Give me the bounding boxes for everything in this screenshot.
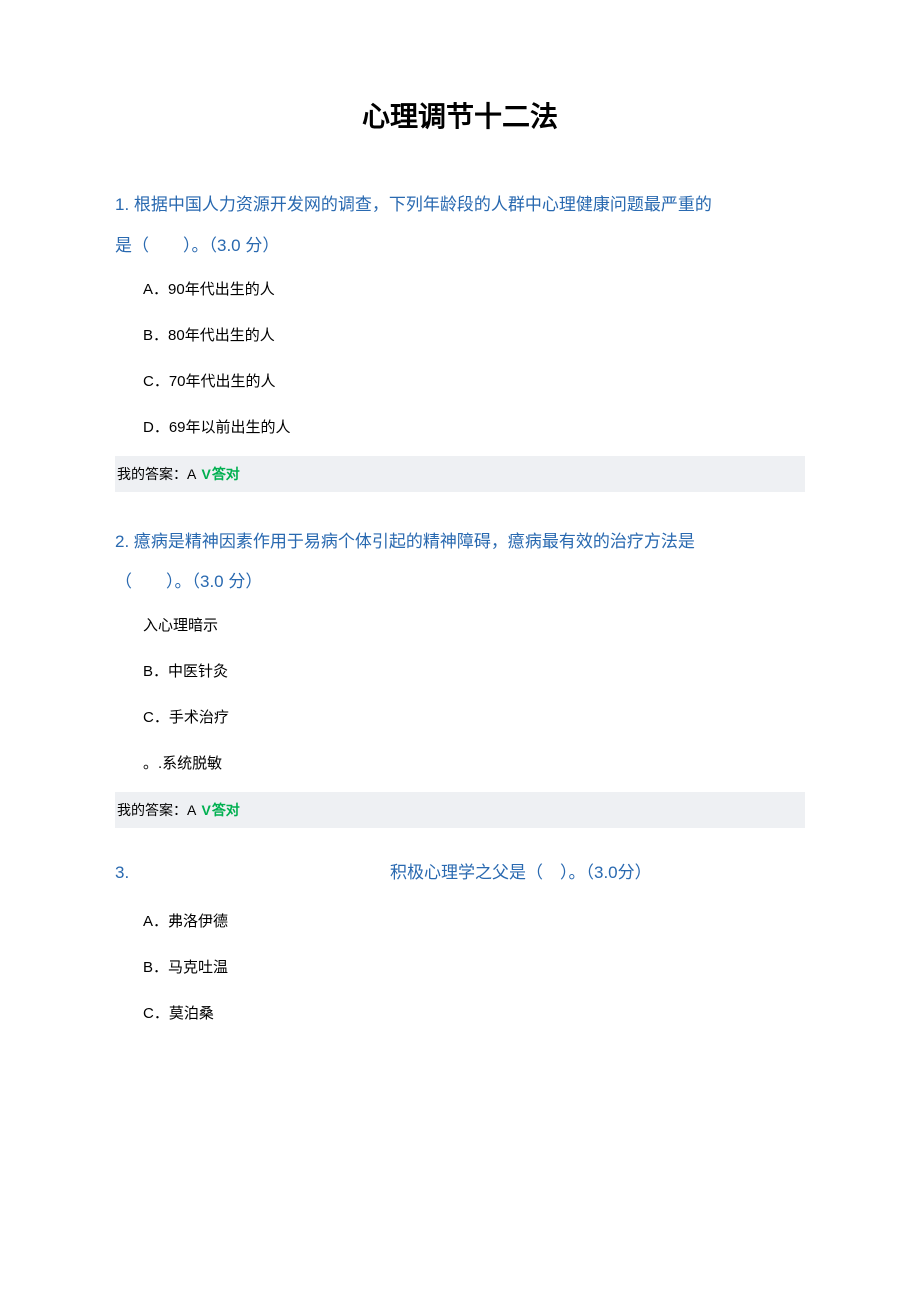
option-label: B． bbox=[143, 327, 168, 344]
question-1-option-b: B．80年代出生的人 bbox=[143, 325, 805, 346]
question-1-option-d: D．69年以前出生的人 bbox=[143, 417, 805, 438]
question-3-option-c: C．莫泊桑 bbox=[143, 1003, 805, 1024]
option-text: 莫泊桑 bbox=[169, 1005, 214, 1022]
option-label: 。. bbox=[143, 755, 162, 772]
answer-status: 答对 bbox=[212, 802, 240, 818]
check-icon: V bbox=[201, 802, 210, 818]
question-3-option-b: B．马克吐温 bbox=[143, 957, 805, 978]
option-label: A． bbox=[143, 281, 168, 298]
question-2-stem: 2. 癔病是精神因素作用于易病个体引起的精神障碍，癔病最有效的治疗方法是 （ ）… bbox=[115, 522, 805, 604]
question-3: 3. 积极心理学之父是（ ）。（3.0分） A．弗洛伊德 B．马克吐温 C．莫泊… bbox=[115, 858, 805, 1024]
option-label: B． bbox=[143, 663, 168, 680]
option-text: 中医针灸 bbox=[168, 663, 228, 680]
question-1-option-a: A．90年代出生的人 bbox=[143, 279, 805, 300]
question-1-stem-line2: 是（ ）。（3.0 分） bbox=[115, 236, 279, 255]
question-3-option-a: A．弗洛伊德 bbox=[143, 911, 805, 932]
option-text: 马克吐温 bbox=[168, 959, 228, 976]
question-2-options: 入心理暗示 B．中医针灸 C．手术治疗 。.系统脱敏 bbox=[115, 615, 805, 774]
question-2-option-b: B．中医针灸 bbox=[143, 661, 805, 682]
option-text: 90年代出生的人 bbox=[168, 281, 275, 298]
option-text: 弗洛伊德 bbox=[168, 913, 228, 930]
option-text: 69年以前出生的人 bbox=[169, 419, 291, 436]
question-1-stem: 1. 根据中国人力资源开发网的调查，下列年龄段的人群中心理健康问题最严重的 是（… bbox=[115, 185, 805, 267]
option-label: D． bbox=[143, 419, 169, 436]
option-label: C． bbox=[143, 709, 169, 726]
option-label: A． bbox=[143, 913, 168, 930]
page-title: 心理调节十二法 bbox=[115, 95, 805, 135]
question-3-stem: 3. 积极心理学之父是（ ）。（3.0分） bbox=[115, 858, 805, 883]
question-1-number: 1. bbox=[115, 195, 129, 214]
question-2-number: 2. bbox=[115, 532, 129, 551]
question-1-option-c: C．70年代出生的人 bbox=[143, 371, 805, 392]
question-2: 2. 癔病是精神因素作用于易病个体引起的精神障碍，癔病最有效的治疗方法是 （ ）… bbox=[115, 522, 805, 829]
question-2-option-a: 入心理暗示 bbox=[143, 615, 805, 636]
option-text: 70年代出生的人 bbox=[169, 373, 276, 390]
question-3-options: A．弗洛伊德 B．马克吐温 C．莫泊桑 bbox=[115, 911, 805, 1024]
question-2-answer-bar: 我的答案：A V答对 bbox=[115, 792, 805, 828]
option-label: C． bbox=[143, 373, 169, 390]
option-text: 系统脱敏 bbox=[162, 755, 222, 772]
option-text: 80年代出生的人 bbox=[168, 327, 275, 344]
answer-prefix: 我的答案：A bbox=[117, 802, 199, 818]
answer-status: 答对 bbox=[212, 466, 240, 482]
option-label: C． bbox=[143, 1005, 169, 1022]
option-label: 入 bbox=[143, 617, 158, 634]
question-3-stem-text: 积极心理学之父是（ ）。（3.0分） bbox=[390, 858, 652, 883]
option-text: 心理暗示 bbox=[158, 617, 218, 634]
question-1-options: A．90年代出生的人 B．80年代出生的人 C．70年代出生的人 D．69年以前… bbox=[115, 279, 805, 438]
question-2-stem-line1: 癔病是精神因素作用于易病个体引起的精神障碍，癔病最有效的治疗方法是 bbox=[134, 532, 695, 551]
option-text: 手术治疗 bbox=[169, 709, 229, 726]
question-2-option-d: 。.系统脱敏 bbox=[143, 753, 805, 774]
question-2-stem-line2: （ ）。（3.0 分） bbox=[115, 572, 262, 591]
answer-prefix: 我的答案：A bbox=[117, 466, 199, 482]
question-1: 1. 根据中国人力资源开发网的调查，下列年龄段的人群中心理健康问题最严重的 是（… bbox=[115, 185, 805, 492]
option-label: B． bbox=[143, 959, 168, 976]
question-1-answer-bar: 我的答案：A V答对 bbox=[115, 456, 805, 492]
question-3-number: 3. bbox=[115, 863, 145, 883]
question-2-option-c: C．手术治疗 bbox=[143, 707, 805, 728]
question-1-stem-line1: 根据中国人力资源开发网的调查，下列年龄段的人群中心理健康问题最严重的 bbox=[134, 195, 712, 214]
check-icon: V bbox=[201, 466, 210, 482]
